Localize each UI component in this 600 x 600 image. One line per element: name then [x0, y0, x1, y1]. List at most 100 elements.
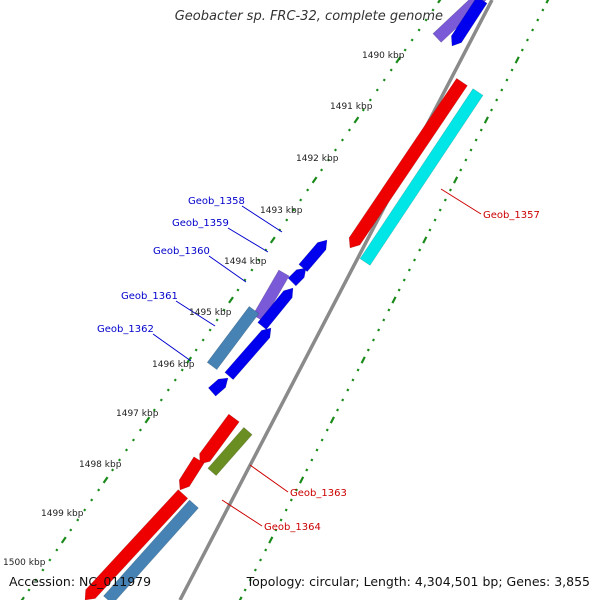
scale-tick: [90, 498, 94, 502]
scale-tick: [222, 308, 226, 312]
ring-tick: [346, 388, 350, 392]
scale-tick: [208, 328, 212, 332]
ring-tick: [525, 38, 529, 42]
scale-tick: [173, 378, 177, 382]
ring-tick: [387, 308, 391, 312]
ring-tick: [448, 188, 452, 192]
scale-tick: [83, 508, 87, 512]
accession-text: Accession: NC_011979: [9, 574, 152, 589]
ring-tick: [505, 78, 509, 82]
scale-label: 1497 kbp: [116, 409, 159, 419]
ring-tick: [360, 356, 366, 364]
scale-tick: [327, 158, 331, 162]
scale-label: 1499 kbp: [41, 509, 84, 519]
scale-tick: [389, 68, 393, 72]
scale-tick: [124, 448, 129, 452]
ring-tick: [495, 98, 499, 102]
scale-tick: [236, 288, 240, 292]
ring-tick: [315, 448, 319, 452]
ring-tick: [264, 548, 268, 552]
scale-label: 1500 kbp: [3, 558, 46, 568]
ring-tick: [464, 158, 468, 162]
ring-tick: [428, 228, 432, 232]
gene-feature-geob-1363: [207, 426, 253, 477]
scale-tick: [375, 88, 379, 92]
scale-tick: [299, 198, 303, 202]
scale-tick: [417, 28, 421, 32]
ring-tick: [356, 368, 360, 372]
scale-tick: [180, 368, 184, 372]
ring-tick: [469, 148, 473, 152]
ring-tick: [413, 258, 417, 262]
ring-tick: [268, 536, 274, 544]
scale-tick: [410, 38, 414, 42]
scale-tick: [333, 148, 338, 152]
ring-tick: [531, 28, 535, 32]
ring-tick: [305, 468, 309, 472]
ring-tick: [248, 578, 252, 582]
scale-tick: [69, 528, 73, 532]
scale-tick: [194, 348, 198, 352]
scale-tick: [292, 208, 296, 212]
gene-feature: [359, 88, 484, 266]
scale-tick: [215, 318, 219, 322]
gene-leader-line: [221, 499, 263, 527]
gene-feature: [178, 456, 205, 491]
scale-tick: [27, 588, 31, 592]
gene-leader-line: [249, 464, 289, 493]
scale-tick: [361, 108, 365, 112]
ring-tick: [453, 176, 459, 184]
ring-tick: [397, 288, 401, 292]
ring-tick: [294, 488, 298, 492]
scale-label: 1495 kbp: [189, 308, 232, 318]
gene-feature-geob-1364: [199, 413, 240, 465]
ring-tick: [510, 68, 514, 72]
ring-tick: [366, 348, 370, 352]
ring-tick: [443, 198, 447, 202]
gene-feature: [84, 489, 189, 600]
scale-tick: [285, 218, 289, 222]
scale-tick: [353, 116, 360, 124]
scale-tick: [60, 536, 67, 544]
ring-tick: [479, 128, 483, 132]
gene-label: Geob_1364: [264, 522, 321, 533]
ring-tick: [329, 416, 335, 424]
ring-tick: [351, 378, 355, 382]
ring-tick: [238, 596, 243, 600]
ring-tick: [382, 318, 386, 322]
scale-tick: [131, 438, 135, 442]
scale-tick: [257, 258, 261, 262]
map-title: Geobacter sp. FRC-32, complete genome: [174, 9, 443, 24]
ring-tick: [243, 588, 247, 592]
ring-tick: [474, 138, 478, 142]
scale-tick: [111, 468, 115, 472]
scale-tick: [41, 568, 45, 572]
scale-tick: [340, 138, 344, 142]
scale-tick: [166, 388, 170, 392]
ring-tick: [284, 508, 288, 512]
gene-label: Geob_1360: [153, 246, 210, 257]
gene-feature: [207, 377, 229, 397]
scale-tick: [55, 548, 59, 552]
scale-tick: [424, 18, 428, 22]
scale-tick: [228, 296, 234, 304]
scale-label: 1494 kbp: [224, 257, 267, 267]
ring-tick: [274, 528, 278, 532]
ring-tick: [459, 168, 463, 172]
gene-feature: [451, 0, 488, 47]
gene-leader-line: [208, 255, 247, 283]
scale-tick: [201, 338, 205, 342]
ring-tick: [299, 476, 305, 484]
ring-tick: [336, 408, 340, 412]
gene-feature-geob-1359: [287, 267, 307, 287]
ring-tick: [490, 108, 494, 112]
gene-label: Geob_1358: [188, 196, 245, 207]
gene-leader-line: [227, 227, 269, 253]
scale-label: 1496 kbp: [152, 360, 195, 370]
scale-tick: [368, 98, 372, 102]
gene-feature-geob-1362: [206, 305, 260, 371]
scale-tick: [144, 416, 151, 424]
scale-tick: [159, 398, 163, 402]
scale-tick: [20, 596, 25, 600]
